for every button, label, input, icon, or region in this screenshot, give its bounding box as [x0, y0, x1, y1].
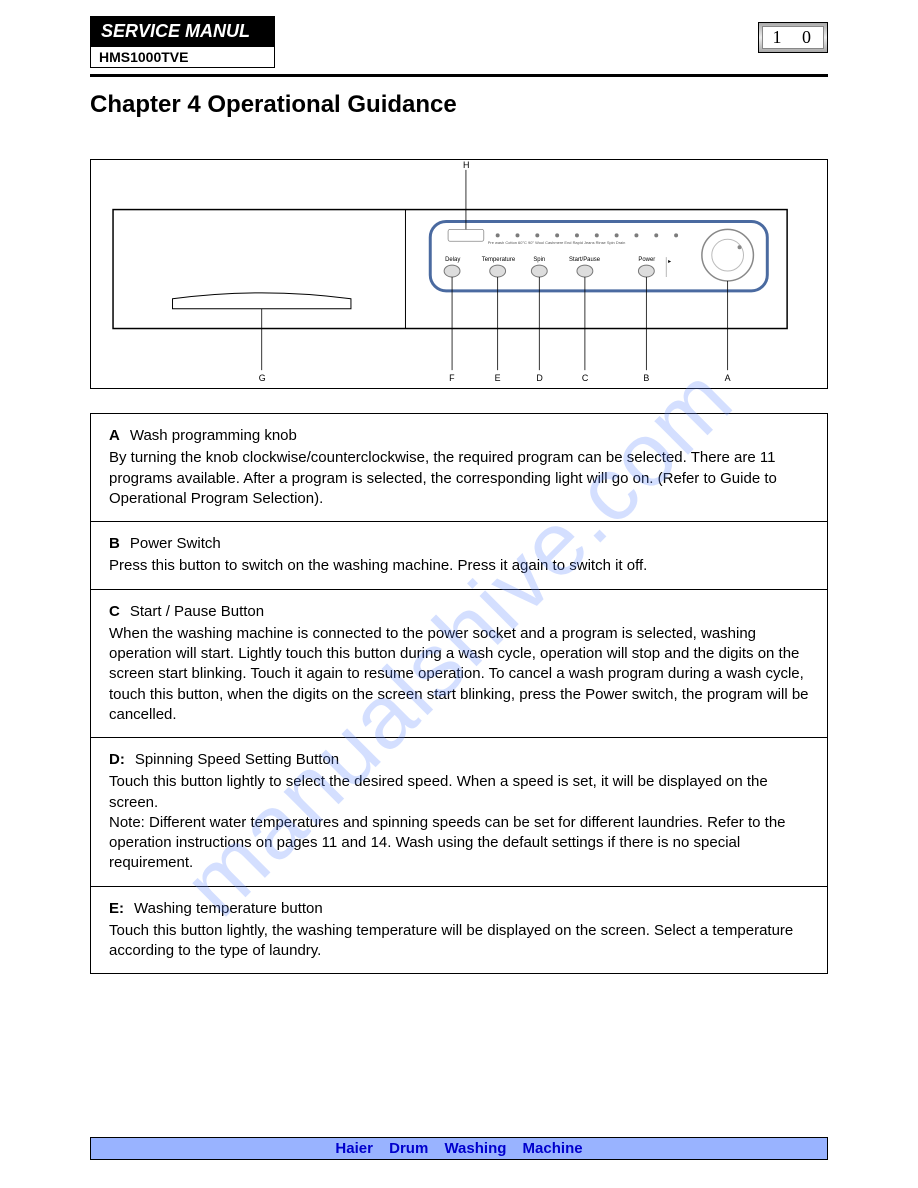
section-letter: B — [109, 535, 120, 552]
diagram-svg: Pre wash Cotton 60°C 90° Wool Cashmere E… — [91, 160, 827, 388]
temperature-label: Temperature — [482, 257, 516, 263]
footer-bar: Haier Drum Washing Machine — [90, 1137, 828, 1160]
power-arrow: ▸ — [668, 259, 671, 265]
control-panel-diagram: Pre wash Cotton 60°C 90° Wool Cashmere E… — [90, 159, 828, 389]
sections-table: A Wash programming knob By turning the kno… — [90, 413, 828, 974]
section-body: Touch this button lightly, the washing t… — [109, 921, 809, 962]
header-row: SERVICE MANUL HMS1000TVE 1 0 — [90, 16, 828, 68]
section-A: A Wash programming knob By turning the kno… — [91, 414, 827, 522]
power-label: Power — [638, 257, 655, 263]
callout-C: C — [582, 373, 589, 383]
header-rule — [90, 74, 828, 77]
section-letter: C — [109, 603, 120, 620]
page-number-frame: 1 0 — [758, 22, 829, 53]
callout-D: D — [536, 373, 542, 383]
section-title: Washing temperature button — [134, 900, 323, 917]
section-title: Start / Pause Button — [130, 603, 264, 620]
start-pause-label: Start/Pause — [569, 257, 601, 263]
start-pause-button — [577, 265, 593, 277]
page-number: 1 0 — [762, 26, 825, 49]
section-C: C Start / Pause Button When the washing ma… — [91, 590, 827, 739]
model-number: HMS1000TVE — [90, 46, 275, 68]
power-button — [638, 265, 654, 277]
section-body: Press this button to switch on the washi… — [109, 556, 809, 576]
callout-B: B — [643, 373, 649, 383]
section-E: E: Washing temperature button Touch this b… — [91, 887, 827, 974]
callout-H: H — [463, 160, 469, 170]
section-letter: A — [109, 427, 120, 444]
delay-button — [444, 265, 460, 277]
section-title: Spinning Speed Setting Button — [135, 751, 339, 768]
spin-button — [531, 265, 547, 277]
section-B: B Power Switch Press this button to switch… — [91, 522, 827, 590]
callout-F: F — [449, 373, 455, 383]
header-left: SERVICE MANUL HMS1000TVE — [90, 16, 275, 68]
section-title: Power Switch — [130, 535, 221, 552]
section-body: Touch this button lightly to select the … — [109, 772, 809, 873]
section-letter: E: — [109, 900, 124, 917]
callout-E: E — [495, 373, 501, 383]
spin-label: Spin — [533, 257, 545, 263]
callout-A: A — [725, 373, 731, 383]
display-screen — [448, 229, 484, 241]
delay-label: Delay — [445, 257, 460, 263]
section-D: D: Spinning Speed Setting Button Touch thi… — [91, 738, 827, 887]
section-title: Wash programming knob — [130, 427, 297, 444]
chapter-title: Chapter 4 Operational Guidance — [90, 91, 828, 119]
temperature-button — [490, 265, 506, 277]
section-letter: D: — [109, 751, 125, 768]
callout-G: G — [259, 373, 266, 383]
service-manual-label: SERVICE MANUL — [90, 16, 275, 47]
led-labels: Pre wash Cotton 60°C 90° Wool Cashmere E… — [488, 240, 626, 245]
section-body: When the washing machine is connected to… — [109, 624, 809, 725]
section-body: By turning the knob clockwise/counterclo… — [109, 448, 809, 509]
